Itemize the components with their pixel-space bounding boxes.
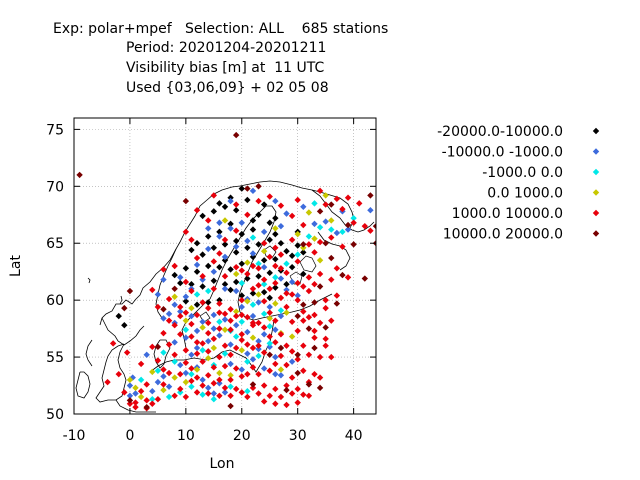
legend: -20000.0-10000.0 -10000.0 -1000.0 -1000.0 … [437,124,599,243]
x-axis-label: Lon [210,456,235,472]
x-tick-label: -10 [63,428,86,444]
y-tick-label: 75 [46,122,64,138]
legend-label: -1000.0 0.0 [482,165,563,181]
y-tick-label: 65 [46,236,64,252]
legend-marker [593,189,599,195]
y-axis-label: Lat [8,255,24,277]
legend-marker [593,210,599,216]
y-tick-label: 60 [46,293,64,309]
header-line-parameter: Visibility bias [m] at 11 UTC [126,60,324,76]
x-tick-label: 0 [125,428,134,444]
legend-marker [593,148,599,154]
header-line-used: Used {03,06,09} + 02 05 08 [126,80,329,96]
y-tick-label: 50 [46,407,64,423]
header-line-experiment: Exp: polar+mpef Selection: ALL 685 stati… [53,21,388,37]
x-tick-label: 30 [289,428,307,444]
y-tick-label: 55 [46,350,64,366]
legend-label: 0.0 1000.0 [487,186,563,202]
legend-label: 1000.0 10000.0 [452,206,563,222]
legend-label: -10000.0 -1000.0 [442,145,563,161]
y-tick-label: 70 [46,179,64,195]
header-line-period: Period: 20201204-20201211 [126,40,326,56]
legend-marker [593,169,599,175]
legend-marker [593,128,599,134]
x-tick-label: 20 [233,428,251,444]
legend-marker [593,230,599,236]
x-tick-label: 10 [177,428,195,444]
x-tick-label: 40 [345,428,363,444]
legend-label: -20000.0-10000.0 [437,124,563,140]
legend-label: 10000.0 20000.0 [443,227,563,243]
plot-background [74,118,376,414]
